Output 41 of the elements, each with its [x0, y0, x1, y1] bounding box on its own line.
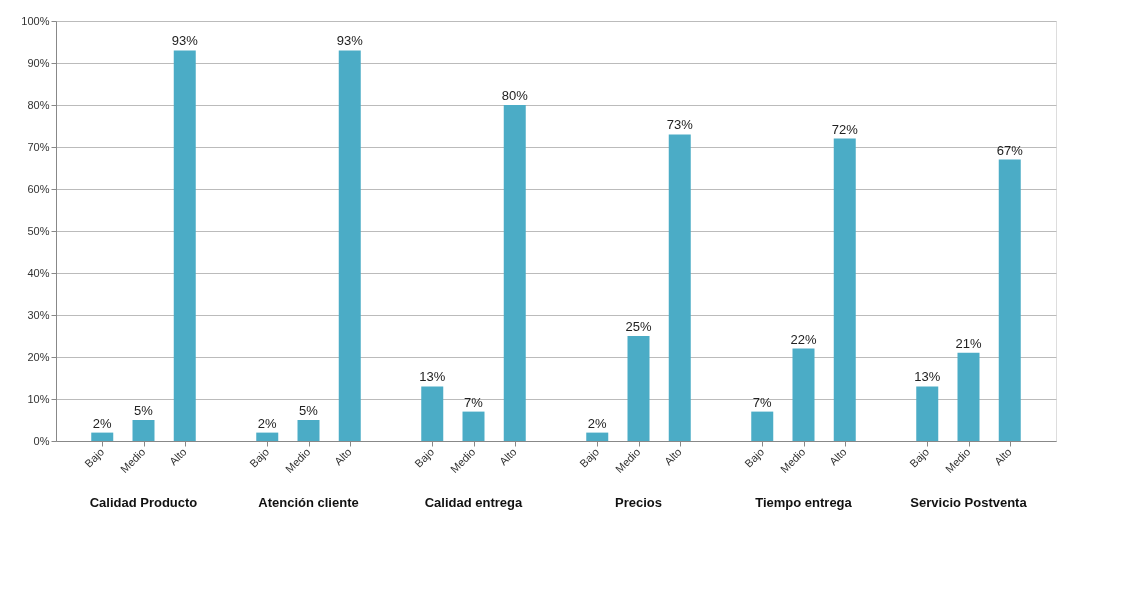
y-tick-label: 40% [27, 266, 50, 279]
text: Servicio Postventa [910, 495, 1028, 510]
x-tick-label: Alto [991, 445, 1014, 468]
data-label: 67% [996, 142, 1024, 158]
data-label: 7% [464, 394, 484, 410]
data-label: 5% [134, 403, 154, 418]
y-tick-label: 10% [27, 392, 50, 405]
data-label: 2% [257, 415, 278, 431]
data-label: 22% [790, 331, 817, 347]
data-label: 93% [336, 33, 364, 49]
data-label: 7% [752, 394, 773, 410]
y-tick-label: 0% [33, 434, 50, 447]
data-label: 21% [955, 335, 982, 351]
data-label: 2% [92, 415, 113, 431]
y-tick-label: 80% [27, 98, 50, 111]
text: Calidad entrega [424, 495, 524, 510]
x-tick-label: Alto [496, 445, 519, 468]
x-tick-label: Alto [166, 445, 189, 468]
y-tick-label: 20% [27, 350, 50, 363]
x-tick-label: Alto [331, 445, 354, 468]
y-tick-label: 30% [27, 308, 50, 321]
data-label: 72% [831, 121, 859, 137]
text: Tiempo entrega [755, 495, 853, 510]
data-label: 13% [419, 369, 446, 385]
y-tick-label: 60% [27, 182, 50, 195]
y-tick-label: 90% [27, 56, 50, 69]
text: Atención cliente [258, 495, 359, 510]
y-tick-label: 50% [27, 224, 50, 237]
data-label: 13% [914, 369, 941, 385]
data-label: 80% [501, 88, 529, 103]
text: Calidad Producto [89, 495, 198, 510]
y-tick-label: 100% [21, 14, 50, 27]
data-label: 25% [625, 319, 652, 334]
data-label: 5% [299, 403, 319, 418]
y-tick-label: 70% [27, 140, 50, 153]
x-tick-label: Alto [826, 445, 849, 468]
data-label: 73% [666, 117, 694, 133]
x-tick-label: Alto [661, 445, 684, 468]
text: Precios [615, 495, 662, 510]
data-label: 93% [171, 33, 199, 49]
data-label: 2% [587, 415, 608, 431]
